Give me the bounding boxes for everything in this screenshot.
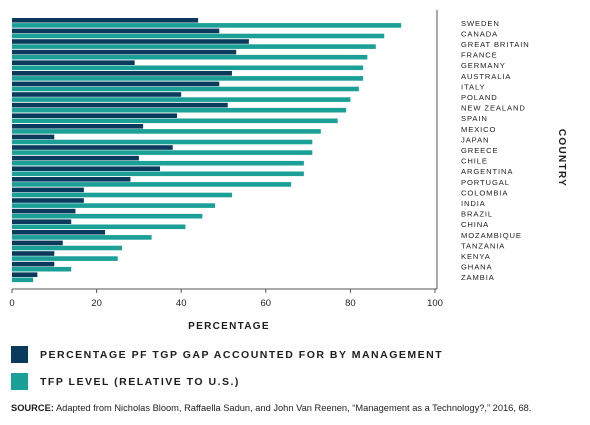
x-tick-label: 100 <box>427 298 443 309</box>
source-text: Adapted from Nicholas Bloom, Raffaella S… <box>53 403 532 413</box>
bar-tfp-italy <box>12 86 359 92</box>
bar-management-new-zealand <box>12 102 228 108</box>
bar-management-germany <box>12 60 135 65</box>
bar-tfp-ghana <box>12 266 72 272</box>
source-note: SOURCE: Adapted from Nicholas Bloom, Raf… <box>11 403 531 413</box>
country-label: FRANCE <box>461 51 498 60</box>
legend-item-management: PERCENTAGE PF TGP GAP ACCOUNTED FOR BY M… <box>11 346 443 363</box>
bar-management-france <box>12 49 237 55</box>
bar-tfp-argentina <box>12 171 304 177</box>
country-label: PORTUGAL <box>461 178 510 187</box>
bar-management-tanzania <box>12 240 63 246</box>
x-tick-label: 60 <box>261 298 272 309</box>
country-label: ITALY <box>461 82 485 91</box>
bar-tfp-sweden <box>12 23 402 28</box>
country-label: GREECE <box>461 146 498 155</box>
country-label: GREAT BRITAIN <box>461 40 530 49</box>
bar-tfp-mozambique <box>12 235 152 240</box>
bar-management-mexico <box>12 124 144 129</box>
bar-management-canada <box>12 28 220 34</box>
bar-tfp-zambia <box>12 277 34 283</box>
x-tick-label: 80 <box>345 298 356 309</box>
bar-management-kenya <box>12 251 55 256</box>
bar-management-mozambique <box>12 230 106 235</box>
bar-management-japan <box>12 134 55 140</box>
country-label: COLOMBIA <box>461 188 508 197</box>
bar-tfp-india <box>12 203 216 208</box>
country-label: JAPAN <box>461 135 489 144</box>
bar-management-portugal <box>12 177 131 182</box>
bar-management-colombia <box>12 187 84 193</box>
bar-tfp-france <box>12 54 368 60</box>
country-label: TANZANIA <box>461 241 505 250</box>
country-label: KENYA <box>461 252 491 261</box>
bar-management-italy <box>12 81 220 87</box>
bar-tfp-new-zealand <box>12 107 347 113</box>
bar-management-argentina <box>12 166 161 171</box>
bar-management-greece <box>12 145 173 150</box>
bar-tfp-colombia <box>12 192 232 198</box>
bar-tfp-kenya <box>12 256 118 261</box>
legend-label-tfp: TFP LEVEL (RELATIVE TO U.S.) <box>40 375 240 388</box>
bar-tfp-chile <box>12 160 304 166</box>
bar-tfp-spain <box>12 118 338 124</box>
country-label: ARGENTINA <box>461 167 513 176</box>
country-label: SWEDEN <box>461 19 500 28</box>
bar-management-india <box>12 198 84 203</box>
country-label: POLAND <box>461 93 498 102</box>
bar-tfp-great-britain <box>12 44 376 49</box>
bar-management-sweden <box>12 18 199 23</box>
x-ticks-group: 0 20 40 60 80 100 <box>9 289 443 309</box>
bar-management-great-britain <box>12 39 249 44</box>
y-axis-title: COUNTRY <box>556 129 567 187</box>
legend-swatch-management <box>11 346 28 363</box>
bar-tfp-japan <box>12 139 313 145</box>
country-label: AUSTRALIA <box>461 72 511 81</box>
country-label: NEW ZEALAND <box>461 104 526 113</box>
bar-tfp-brazil <box>12 213 203 219</box>
country-label: MOZAMBIQUE <box>461 231 522 240</box>
country-label: CANADA <box>461 29 498 38</box>
country-label: CHILE <box>461 157 488 166</box>
bar-tfp-tanzania <box>12 245 122 251</box>
bar-management-zambia <box>12 272 38 277</box>
bar-tfp-greece <box>12 150 313 155</box>
legend-swatch-tfp <box>11 373 28 390</box>
country-label: MEXICO <box>461 125 496 134</box>
bar-tfp-poland <box>12 97 351 102</box>
bars-group <box>12 18 402 283</box>
source-label: SOURCE: <box>11 403 54 413</box>
bar-tfp-canada <box>12 33 385 39</box>
legend-label-management: PERCENTAGE PF TGP GAP ACCOUNTED FOR BY M… <box>40 348 444 361</box>
bar-tfp-china <box>12 224 186 230</box>
x-tick-label: 20 <box>91 298 102 309</box>
country-label: GHANA <box>461 263 493 272</box>
bar-management-china <box>12 219 72 224</box>
x-axis-title: PERCENTAGE <box>188 321 270 332</box>
country-label: SPAIN <box>461 114 488 123</box>
x-tick-label: 40 <box>176 298 187 309</box>
country-label: INDIA <box>461 199 486 208</box>
bar-management-chile <box>12 155 139 161</box>
bar-management-australia <box>12 71 232 76</box>
bar-management-brazil <box>12 208 76 214</box>
bar-tfp-germany <box>12 65 364 71</box>
country-label: CHINA <box>461 220 489 229</box>
bar-tfp-portugal <box>12 182 292 187</box>
country-label: BRAZIL <box>461 210 493 219</box>
country-label: GERMANY <box>461 61 506 70</box>
country-label: ZAMBIA <box>461 273 495 282</box>
bar-tfp-mexico <box>12 129 321 134</box>
bar-management-poland <box>12 92 182 97</box>
x-tick-label: 0 <box>9 298 14 309</box>
bar-tfp-australia <box>12 76 364 81</box>
legend-item-tfp: TFP LEVEL (RELATIVE TO U.S.) <box>11 373 240 390</box>
bar-management-spain <box>12 113 177 118</box>
bar-management-ghana <box>12 261 55 267</box>
